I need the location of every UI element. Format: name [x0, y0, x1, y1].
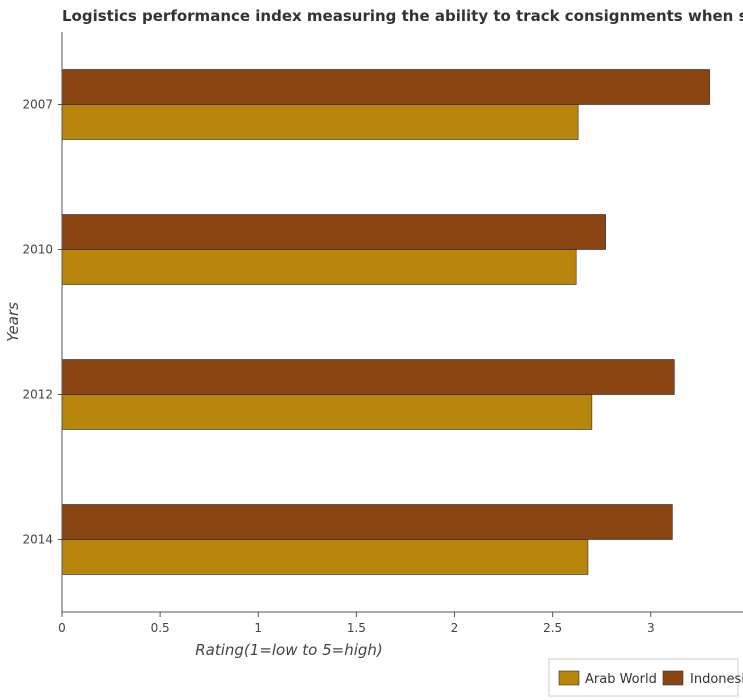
y-tick-label: 2007	[22, 98, 53, 112]
bar-indonesia-2010	[61, 214, 606, 250]
y-axis-label: Years	[4, 302, 22, 342]
x-axis-label: Rating(1=low to 5=high)	[195, 641, 383, 659]
y-tick-label: 2012	[22, 388, 53, 402]
bar-arab-world-2014	[61, 539, 589, 575]
x-ticks-layer: 0 0.5 1 1.5 2 2.5 3	[58, 612, 655, 635]
y-tick-label: 2010	[22, 243, 53, 257]
legend-swatch-arab-world	[558, 670, 580, 686]
x-tick-label: 1	[254, 621, 262, 635]
bar-arab-world-2007	[61, 104, 579, 140]
x-tick-label: 2.5	[543, 621, 562, 635]
y-tick-label: 2014	[22, 533, 53, 547]
legend-swatch-indonesia	[662, 670, 684, 686]
chart-title: Logistics performance index measuring th…	[62, 7, 743, 25]
legend-label-indonesia: Indonesia	[690, 672, 743, 687]
x-tick-label: 0.5	[151, 621, 170, 635]
bar-indonesia-2012	[61, 359, 675, 395]
bar-arab-world-2012	[61, 394, 593, 430]
x-tick-label: 1.5	[347, 621, 366, 635]
bars-layer	[61, 69, 710, 575]
x-tick-label: 2	[451, 621, 459, 635]
x-tick-label: 0	[58, 621, 66, 635]
bar-arab-world-2010	[61, 249, 577, 285]
legend-box	[548, 658, 739, 697]
legend-label-arab-world: Arab World	[585, 672, 657, 687]
legend: Arab World Indonesia	[548, 658, 743, 697]
bar-indonesia-2014	[61, 504, 673, 540]
x-tick-label: 3	[647, 621, 655, 635]
bar-indonesia-2007	[61, 69, 710, 105]
y-ticks-layer: 2007 2010 2012 2014	[22, 98, 62, 547]
